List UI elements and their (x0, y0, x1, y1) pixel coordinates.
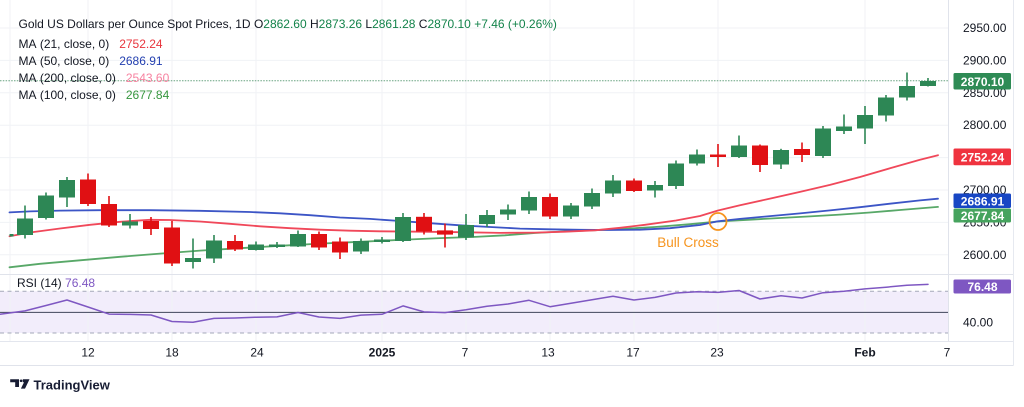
svg-text:2677.84: 2677.84 (961, 209, 1005, 223)
svg-text:7: 7 (462, 346, 469, 360)
svg-text:18: 18 (165, 346, 179, 360)
svg-text:40.00: 40.00 (963, 316, 993, 330)
svg-text:13: 13 (541, 346, 555, 360)
svg-text:Gold US Dollars per Ounce Spot: Gold US Dollars per Ounce Spot Prices, 1… (19, 17, 557, 31)
svg-text:2870.10: 2870.10 (961, 75, 1005, 89)
svg-text:12: 12 (81, 346, 95, 360)
svg-text:2752.24: 2752.24 (961, 150, 1005, 164)
svg-text:Bull Cross: Bull Cross (657, 235, 719, 250)
svg-text:2025: 2025 (369, 346, 396, 360)
svg-text:TradingView: TradingView (34, 377, 111, 392)
svg-text:2900.00: 2900.00 (963, 53, 1007, 67)
svg-text:RSI (14) 76.48: RSI (14) 76.48 (17, 276, 95, 290)
svg-text:MA (21, close, 0) 2752.24: MA (21, close, 0) 2752.24 (19, 37, 163, 51)
svg-text:24: 24 (250, 346, 264, 360)
svg-text:7: 7 (944, 346, 951, 360)
svg-text:MA (200, close, 0) 2543.60: MA (200, close, 0) 2543.60 (19, 71, 170, 85)
svg-text:MA (50, close, 0) 2686.91: MA (50, close, 0) 2686.91 (19, 54, 163, 68)
svg-text:2800.00: 2800.00 (963, 118, 1007, 132)
svg-text:17: 17 (626, 346, 640, 360)
svg-text:23: 23 (710, 346, 724, 360)
svg-text:76.48: 76.48 (967, 280, 997, 294)
svg-text:2686.91: 2686.91 (961, 194, 1005, 208)
svg-text:2950.00: 2950.00 (963, 21, 1007, 35)
svg-text:2600.00: 2600.00 (963, 248, 1007, 262)
svg-text:Feb: Feb (854, 346, 875, 360)
svg-text:MA (100, close, 0) 2677.84: MA (100, close, 0) 2677.84 (19, 88, 170, 102)
